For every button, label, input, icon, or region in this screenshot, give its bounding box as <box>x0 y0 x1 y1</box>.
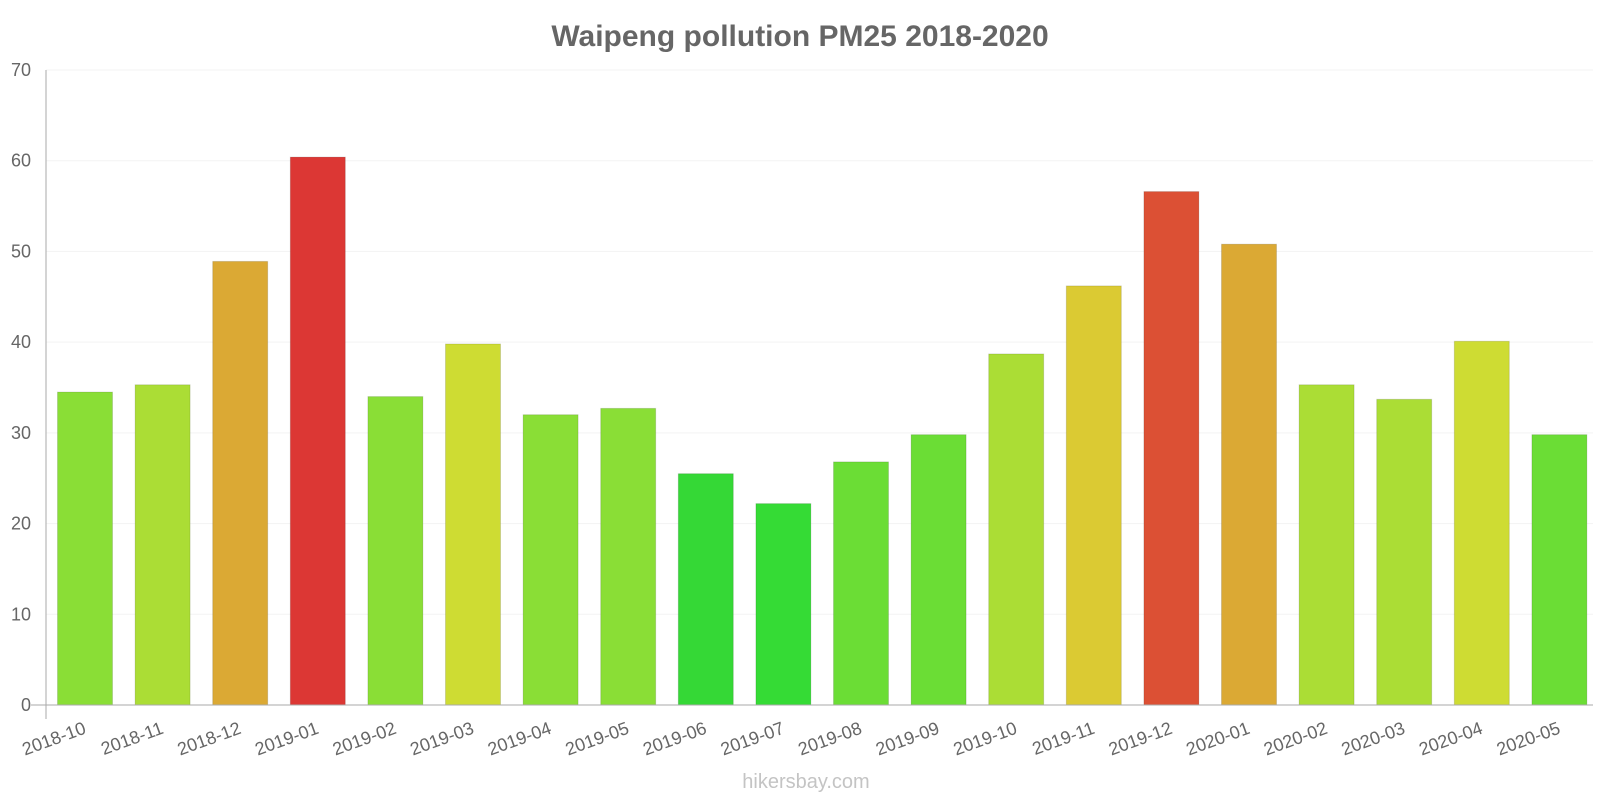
x-tick-label-2020-05: 2020-05 <box>1494 718 1563 759</box>
bar-2018-11 <box>134 384 191 706</box>
y-tick-label-0: 0 <box>21 695 31 715</box>
bar-2018-12 <box>212 260 269 706</box>
bar-2019-02 <box>367 396 424 706</box>
y-tick-label-20: 20 <box>11 514 31 534</box>
y-tick-label-10: 10 <box>11 604 31 624</box>
bar-2020-04 <box>1453 340 1510 706</box>
bar-2019-08 <box>833 461 889 706</box>
y-tick-label-30: 30 <box>11 423 31 443</box>
grid-lines <box>46 69 1593 615</box>
x-tick-label-2019-11: 2019-11 <box>1029 718 1097 759</box>
x-tick-label-2018-12: 2018-12 <box>175 718 244 759</box>
bar-2019-05 <box>600 407 657 706</box>
x-tick-label-2019-08: 2019-08 <box>795 718 864 759</box>
x-tick-label-2019-02: 2019-02 <box>330 718 399 759</box>
x-tick-label-2019-06: 2019-06 <box>640 718 709 759</box>
bar-2019-07 <box>755 503 812 706</box>
x-tick-label-2020-01: 2020-01 <box>1183 718 1252 759</box>
bar-2019-12 <box>1143 191 1200 706</box>
bars <box>57 156 1588 706</box>
bar-2019-09 <box>910 434 967 706</box>
chart-title: Waipeng pollution PM25 2018-2020 <box>551 20 1048 53</box>
x-tick-label-2019-04: 2019-04 <box>485 718 554 759</box>
bar-2020-03 <box>1376 398 1433 706</box>
x-tick-label-2019-10: 2019-10 <box>951 718 1020 759</box>
y-tick-label-60: 60 <box>11 151 31 171</box>
bar-2020-02 <box>1298 384 1355 706</box>
y-tick-label-50: 50 <box>11 241 31 261</box>
x-tick-label-2019-07: 2019-07 <box>718 718 787 759</box>
x-tick-labels: 2018-10 2018-11 2018-12 2019-01 2019-02 2019-… <box>19 718 1562 759</box>
bar-2019-11 <box>1065 285 1122 706</box>
bar-2019-10 <box>988 353 1045 706</box>
x-tick-label-2019-05: 2019-05 <box>563 718 632 759</box>
x-tick-label-2018-10: 2018-10 <box>19 718 88 759</box>
bar-2018-10 <box>57 391 113 706</box>
x-tick-label-2018-11: 2018-11 <box>98 718 166 759</box>
bar-2019-04 <box>522 414 579 706</box>
bar-2020-05 <box>1531 434 1588 706</box>
y-tick-labels: 0 10 20 30 40 50 60 70 <box>11 60 31 715</box>
y-tick-label-40: 40 <box>11 332 31 352</box>
y-tick-label-70: 70 <box>11 60 31 80</box>
x-tick-label-2019-01: 2019-01 <box>252 718 321 759</box>
x-tick-label-2020-04: 2020-04 <box>1416 718 1485 759</box>
bar-2019-03 <box>445 343 501 706</box>
bar-2020-01 <box>1221 243 1277 706</box>
x-tick-label-2020-02: 2020-02 <box>1261 718 1330 759</box>
x-tick-label-2019-09: 2019-09 <box>873 718 942 759</box>
x-tick-label-2019-03: 2019-03 <box>407 718 476 759</box>
footer-watermark: hikersbay.com <box>742 771 869 793</box>
x-tick-label-2020-03: 2020-03 <box>1339 718 1408 759</box>
bar-2019-06 <box>677 473 734 706</box>
axes <box>31 70 1593 719</box>
bar-2019-01 <box>289 156 346 706</box>
x-tick-label-2019-12: 2019-12 <box>1106 718 1175 759</box>
